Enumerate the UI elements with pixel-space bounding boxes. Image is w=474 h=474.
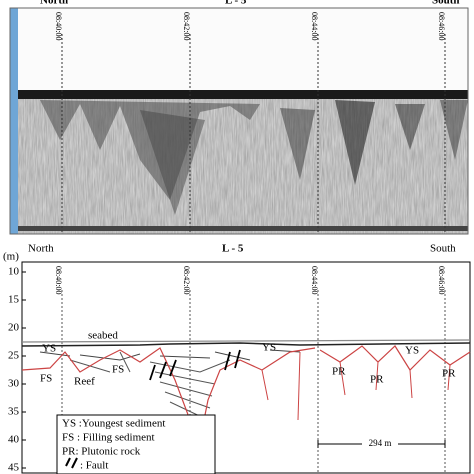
north-label: North (28, 243, 54, 255)
depth-label: 40 (8, 434, 20, 446)
seismic-record (10, 8, 468, 234)
time-label: 08:40:00 (54, 12, 63, 40)
time-label: 08:42:00 (182, 266, 191, 294)
panel-frame (21, 261, 471, 474)
depth-label: 45 (8, 462, 20, 474)
record-frame (9, 7, 469, 235)
depth-label: 30 (8, 378, 20, 390)
legend-entry: PR: Plutonic rock (62, 446, 141, 458)
unit-label: YS (262, 342, 276, 354)
legend: YS :Youngest sediment FS : Filling sedime… (62, 418, 165, 472)
time-label: 08:40:00 (54, 266, 63, 294)
depth-unit: (m) (3, 251, 19, 263)
unit-label: PR (442, 368, 456, 380)
top-north: North (40, 0, 68, 7)
unit-labels: YS FS Reef FS YS PR PR YS PR (40, 342, 456, 388)
unit-label: PR (332, 366, 346, 378)
depth-label: 35 (8, 406, 20, 418)
fault-symbol (65, 457, 78, 469)
scale-label: 294 m (369, 438, 392, 448)
legend-entry: : Fault (80, 460, 108, 472)
unit-label: FS (40, 373, 52, 385)
unit-label: FS (112, 364, 124, 376)
depth-label: 25 (8, 350, 20, 362)
legend-entry: FS : Filling sediment (62, 432, 155, 444)
profile-title: L - 5 (222, 243, 244, 255)
unit-label: Reef (74, 376, 95, 388)
depth-axis: 10 15 20 25 30 35 40 45 (8, 266, 26, 474)
interpretation (21, 339, 471, 442)
unit-label: PR (370, 374, 384, 386)
seabed-label: seabed (88, 330, 118, 342)
depth-label: 10 (8, 266, 20, 278)
time-label: 08:46:00 (437, 12, 446, 40)
top-south: South (432, 0, 460, 7)
time-label: 08:44:00 (310, 266, 319, 294)
time-label: 08:44:00 (310, 12, 319, 40)
depth-label: 15 (8, 294, 20, 306)
legend-box (56, 414, 216, 474)
unit-label: YS (405, 345, 419, 357)
south-label: South (430, 243, 456, 255)
depth-label: 20 (8, 322, 20, 334)
legend-entry: YS :Youngest sediment (62, 418, 165, 430)
scale-bg (362, 438, 398, 450)
time-label: 08:42:00 (182, 12, 191, 40)
unit-label: YS (42, 343, 56, 355)
top-title: L - 5 (225, 0, 247, 7)
time-label: 08:46:00 (437, 266, 446, 294)
top-time-marks: 08:40:00 08:42:00 08:44:00 08:46:00 (54, 12, 446, 234)
